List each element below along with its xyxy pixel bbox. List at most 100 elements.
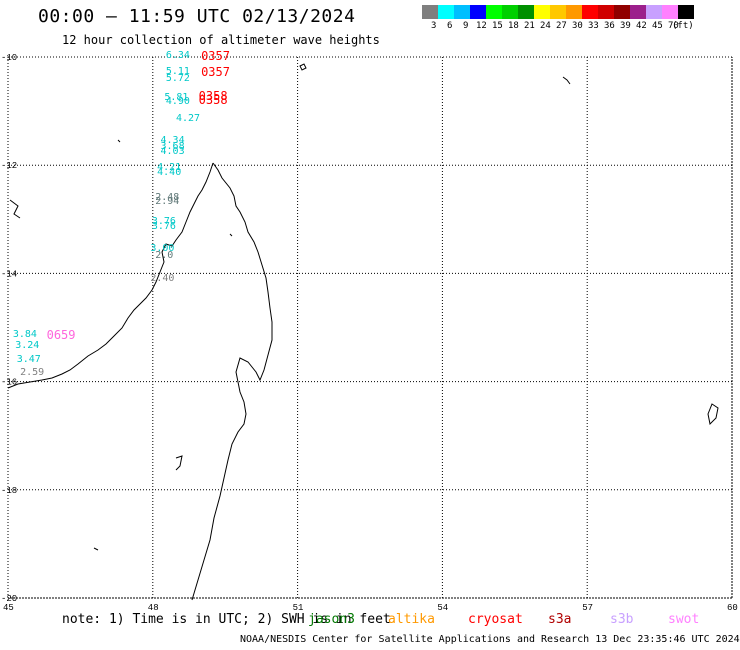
swh-label: 2.0	[155, 249, 174, 261]
swh-label: 4.21	[157, 161, 182, 173]
legend-label: (ft)	[672, 21, 694, 31]
map-subtitle: 12 hour collection of altimeter wave hei…	[62, 33, 380, 47]
latitude-tick-label: -16	[1, 378, 17, 388]
map-title: 00:00 – 11:59 UTC 02/13/2024	[38, 6, 356, 27]
coastline	[7, 63, 719, 601]
satellite-s3b: s3b	[610, 612, 634, 627]
satellite-cryosat: cryosat	[468, 612, 523, 627]
legend-label: 39	[620, 21, 631, 31]
legend-label: 24	[540, 21, 551, 31]
legend-swatch	[502, 5, 518, 19]
legend-label: 12	[476, 21, 487, 31]
pass-time-label: 0357	[201, 64, 230, 79]
swh-label: 4.34	[160, 134, 185, 146]
longitude-tick-label: 45	[3, 603, 14, 613]
legend-swatch	[598, 5, 614, 19]
legend-swatch	[550, 5, 566, 19]
islet	[93, 547, 99, 551]
legend-label: 45	[652, 21, 663, 31]
longitude-labels: 45 48 51 54 57 60	[3, 603, 738, 613]
pass-time-label: 0358	[198, 89, 228, 104]
mauritius-islet	[707, 403, 719, 426]
swh-label: 2.94	[155, 195, 180, 207]
swh-label: 2.40	[150, 272, 175, 284]
graticule-grid	[7, 56, 733, 599]
legend-swatch	[518, 5, 534, 19]
swh-label: 3.84	[12, 328, 37, 340]
legend-label: 30	[572, 21, 583, 31]
latitude-tick-label: -14	[1, 269, 17, 279]
longitude-tick-label: 51	[293, 603, 304, 613]
latitude-labels: -10 -12 -14 -16 -18 -20	[1, 53, 17, 604]
swh-label: 4.90	[165, 96, 190, 108]
legend-swatches	[422, 5, 694, 19]
longitude-tick-label: 54	[437, 603, 448, 613]
legend-swatch	[582, 5, 598, 19]
legend-swatch	[454, 5, 470, 19]
islet	[562, 76, 571, 85]
swh-label: 3.47	[16, 353, 41, 365]
legend-swatch	[566, 5, 582, 19]
map-frame	[7, 56, 733, 599]
color-scale-legend: 3 6 9 12 15 18 21 24 27 30 33 36 39 42 45 70 (ft)	[422, 5, 694, 33]
legend-label: 70	[668, 21, 679, 31]
swh-label: 4.03	[160, 146, 185, 158]
islet	[9, 199, 21, 219]
latitude-tick-label: -20	[1, 594, 17, 604]
legend-swatch	[438, 5, 454, 19]
legend-swatch	[486, 5, 502, 19]
legend-label: 33	[588, 21, 599, 31]
swh-label: 2.48	[155, 191, 180, 203]
legend-swatch	[614, 5, 630, 19]
footnote: note: 1) Time is in UTC; 2) SWH is in fe…	[62, 612, 391, 627]
latitude-tick-label: -12	[1, 161, 17, 171]
swh-label: 2.59	[20, 366, 45, 378]
legend-swatch	[662, 5, 678, 19]
satellite-altika: altika	[388, 612, 435, 627]
legend-label: 15	[492, 21, 503, 31]
swh-label: 5.11	[165, 65, 190, 77]
swh-label: 3.76	[151, 221, 176, 233]
swh-label: 6.34	[165, 49, 190, 61]
pass-time-label: 0358	[198, 93, 228, 108]
swh-label: 5.72	[165, 72, 190, 84]
legend-label: 3	[431, 21, 437, 31]
swh-label: 4.40	[157, 167, 182, 179]
legend-swatch	[630, 5, 646, 19]
legend-swatch	[678, 5, 694, 19]
islet	[229, 233, 233, 237]
longitude-tick-label: 60	[727, 603, 738, 613]
longitude-tick-label: 48	[148, 603, 159, 613]
satellite-s3a: s3a	[548, 612, 572, 627]
pass-time-label: 0357	[201, 48, 230, 63]
madagascar-west-coastline	[7, 162, 214, 389]
legend-swatch	[422, 5, 438, 19]
legend-label: 21	[524, 21, 535, 31]
legend-label: 42	[636, 21, 647, 31]
latitude-tick-label: -18	[1, 486, 17, 496]
swh-label: 5.81	[164, 92, 189, 104]
longitude-tick-label: 57	[582, 603, 593, 613]
satellite-swot: swot	[668, 612, 700, 627]
swh-label: 4.27	[175, 113, 201, 125]
legend-swatch	[646, 5, 662, 19]
satellite-jason3: jason3	[308, 612, 355, 627]
swh-label: 3.76	[151, 216, 176, 227]
legend-label: 18	[508, 21, 519, 31]
madagascar-coastline	[191, 162, 273, 601]
swh-label: 3.24	[15, 340, 40, 352]
swh-label: 3.00	[150, 243, 175, 255]
legend-label: 27	[556, 21, 567, 31]
legend-labels: 3 6 9 12 15 18 21 24 27 30 33 36 39 42 45 70 (ft)	[422, 19, 694, 33]
swh-label: 3.68	[160, 140, 185, 152]
legend-label: 6	[447, 21, 453, 31]
credit-line: NOAA/NESDIS Center for Satellite Applica…	[240, 634, 740, 645]
islet	[175, 455, 183, 471]
latitude-tick-label: -10	[1, 53, 17, 63]
islet	[299, 63, 307, 71]
legend-swatch	[470, 5, 486, 19]
pass-time-label: 0659	[46, 327, 76, 342]
legend-label: 9	[463, 21, 469, 31]
